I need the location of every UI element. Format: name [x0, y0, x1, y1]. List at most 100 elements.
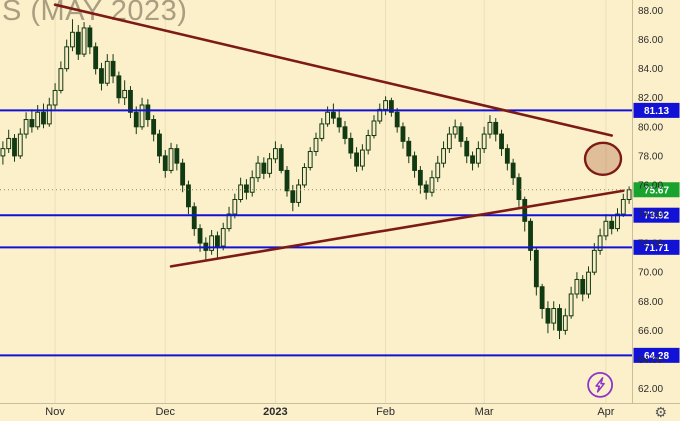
candle	[23, 112, 29, 139]
candle-body-up	[296, 184, 302, 203]
candle-body-down	[93, 46, 99, 70]
candle	[255, 155, 261, 183]
ellipse-annotation[interactable]	[583, 141, 623, 176]
candle	[267, 152, 273, 178]
candle-body-down	[191, 206, 197, 230]
candle	[128, 86, 133, 119]
ascending-trendline[interactable]	[169, 189, 625, 268]
candle-body-up	[365, 135, 371, 151]
price-tag-box	[633, 347, 680, 363]
hline-price-label: 73.92	[633, 207, 680, 223]
candle-body-down	[499, 133, 504, 150]
candle	[110, 54, 116, 84]
candle	[0, 141, 6, 165]
price-axis-label: 74.00	[638, 210, 663, 221]
candle-body-up	[58, 68, 64, 91]
candle-body-up	[574, 278, 580, 295]
candle-body-up	[377, 108, 383, 122]
candle	[116, 71, 122, 104]
candle	[609, 215, 615, 235]
candle	[168, 142, 174, 174]
candle	[533, 247, 539, 296]
candle-body-down	[533, 249, 539, 288]
candle	[388, 97, 394, 117]
candle-body-down	[464, 140, 470, 157]
candle	[603, 214, 609, 241]
candle	[458, 122, 464, 148]
axis-settings-gear-icon[interactable]: ⚙	[654, 404, 667, 420]
candle	[35, 105, 41, 130]
price-axis-label: 68.00	[638, 297, 663, 308]
candle-body-up	[17, 133, 23, 157]
candle-body-up	[481, 133, 487, 150]
price-axis-label: 64.00	[638, 355, 663, 366]
candle-body-down	[162, 155, 168, 171]
candle	[336, 109, 342, 133]
candle	[394, 107, 400, 133]
candle	[464, 136, 470, 164]
candle-body-down	[278, 148, 284, 171]
candle	[244, 179, 249, 200]
hline-price-label: 64.28	[633, 347, 680, 363]
candle	[313, 132, 319, 156]
price-axis-label: 80.00	[638, 122, 663, 133]
candle-body-up	[64, 46, 70, 70]
candle-body-down	[110, 60, 116, 77]
lightning-icon[interactable]	[587, 371, 614, 398]
candle-body-up	[168, 148, 174, 171]
horizontal-price-lines	[0, 109, 632, 357]
candle-body-up	[267, 158, 273, 174]
candle	[545, 301, 551, 334]
candle-body-down	[342, 126, 348, 139]
candle	[215, 231, 220, 258]
candle-body-up	[325, 111, 331, 125]
candle	[562, 308, 568, 335]
candle-body-up	[220, 228, 226, 247]
candle-body-up	[52, 89, 58, 106]
price-tag-text: 73.92	[644, 211, 669, 222]
candle	[528, 218, 533, 261]
candle-body-down	[128, 89, 133, 113]
candle-body-down	[215, 235, 220, 247]
candle	[429, 170, 435, 197]
price-axis-label: 86.00	[638, 35, 663, 46]
candle-body-down	[87, 27, 93, 48]
candle	[406, 136, 412, 164]
time-axis[interactable]: Nov Dec 2023 Feb Mar Apr	[45, 406, 614, 418]
candle-body-up	[249, 177, 255, 193]
candle	[574, 272, 580, 299]
price-tag-box	[633, 239, 680, 255]
candle	[510, 158, 516, 185]
price-tag-text: 81.13	[644, 106, 669, 117]
candle	[446, 126, 452, 153]
candle-body-up	[255, 162, 261, 179]
candle-body-up	[81, 27, 87, 55]
candle-body-up	[568, 293, 574, 317]
candle-body-up	[272, 148, 278, 160]
descending-trendline[interactable]	[53, 3, 614, 137]
candle-body-up	[441, 148, 446, 164]
candle	[52, 83, 58, 110]
candle	[174, 144, 180, 171]
time-axis-label-2023: 2023	[263, 406, 287, 418]
candle	[591, 243, 597, 276]
candle-body-down	[180, 162, 186, 186]
candle-body-up	[301, 167, 307, 186]
candle-body-down	[354, 152, 360, 167]
candle-body-down	[41, 111, 46, 125]
candle	[597, 228, 603, 255]
candle	[41, 103, 46, 129]
candle	[64, 39, 70, 72]
candle-body-up	[603, 220, 609, 237]
price-tag-box	[633, 102, 680, 118]
candle-body-up	[0, 148, 6, 157]
time-axis-label-Nov: Nov	[45, 406, 65, 418]
price-axis[interactable]: 88.00 86.00 84.00 82.00 80.00 78.00 76.00 74.00…	[638, 6, 663, 395]
candle	[475, 141, 481, 168]
candle-body-up	[562, 315, 568, 331]
candle-body-up	[475, 148, 481, 164]
candle	[354, 147, 360, 172]
candle	[12, 134, 17, 162]
